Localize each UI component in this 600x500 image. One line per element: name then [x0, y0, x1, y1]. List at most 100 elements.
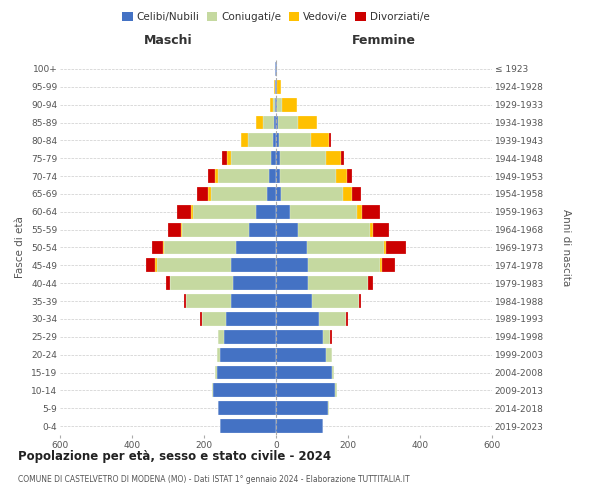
Bar	[281, 187, 343, 201]
Bar	[263, 116, 274, 130]
Y-axis label: Anni di nascita: Anni di nascita	[560, 209, 571, 286]
Bar	[276, 187, 281, 201]
Bar	[256, 205, 276, 219]
Bar	[276, 312, 319, 326]
Bar	[328, 401, 329, 415]
Bar	[275, 98, 276, 112]
Bar	[275, 80, 276, 94]
Bar	[384, 240, 386, 254]
Bar	[184, 294, 186, 308]
Bar	[274, 116, 276, 130]
Bar	[218, 330, 224, 344]
Bar	[177, 205, 191, 219]
Text: Popolazione per età, sesso e stato civile - 2024: Popolazione per età, sesso e stato civil…	[18, 450, 331, 463]
Bar	[330, 330, 332, 344]
Bar	[276, 366, 332, 380]
Bar	[218, 169, 269, 183]
Bar	[152, 240, 163, 254]
Bar	[336, 169, 347, 183]
Bar	[278, 116, 298, 130]
Bar	[346, 312, 348, 326]
Bar	[249, 222, 276, 236]
Bar	[181, 222, 182, 236]
Bar	[359, 294, 361, 308]
Bar	[343, 187, 352, 201]
Bar	[335, 384, 337, 398]
Bar	[362, 205, 380, 219]
Bar	[276, 384, 335, 398]
Bar	[197, 187, 208, 201]
Bar	[231, 151, 271, 165]
Bar	[280, 169, 336, 183]
Bar	[222, 151, 227, 165]
Bar	[298, 222, 370, 236]
Bar	[155, 258, 157, 272]
Bar	[211, 187, 267, 201]
Bar	[226, 312, 276, 326]
Bar	[182, 222, 249, 236]
Text: COMUNE DI CASTELVETRO DI MODENA (MO) - Dati ISTAT 1° gennaio 2024 - Elaborazione: COMUNE DI CASTELVETRO DI MODENA (MO) - D…	[18, 475, 410, 484]
Bar	[164, 240, 236, 254]
Bar	[213, 384, 276, 398]
Bar	[326, 151, 341, 165]
Bar	[276, 330, 323, 344]
Bar	[274, 98, 275, 112]
Bar	[270, 98, 274, 112]
Bar	[341, 151, 344, 165]
Bar	[276, 98, 277, 112]
Bar	[218, 401, 276, 415]
Bar	[276, 205, 290, 219]
Bar	[200, 312, 202, 326]
Bar	[202, 312, 226, 326]
Bar	[279, 134, 311, 147]
Bar	[276, 240, 307, 254]
Bar	[323, 330, 330, 344]
Bar	[220, 348, 276, 362]
Bar	[276, 401, 328, 415]
Bar	[276, 169, 280, 183]
Bar	[347, 169, 352, 183]
Bar	[373, 222, 389, 236]
Bar	[276, 80, 277, 94]
Bar	[298, 116, 317, 130]
Bar	[277, 80, 281, 94]
Bar	[146, 258, 155, 272]
Bar	[290, 205, 357, 219]
Bar	[382, 258, 395, 272]
Bar	[276, 294, 312, 308]
Bar	[312, 294, 359, 308]
Bar	[276, 62, 277, 76]
Bar	[380, 258, 382, 272]
Bar	[368, 276, 373, 290]
Bar	[267, 187, 276, 201]
Bar	[311, 134, 329, 147]
Bar	[276, 419, 323, 433]
Bar	[166, 276, 170, 290]
Bar	[212, 384, 213, 398]
Bar	[157, 258, 231, 272]
Bar	[215, 366, 217, 380]
Bar	[208, 187, 211, 201]
Bar	[217, 348, 220, 362]
Bar	[256, 116, 263, 130]
Bar	[332, 366, 334, 380]
Bar	[231, 294, 276, 308]
Bar	[276, 134, 279, 147]
Bar	[224, 330, 276, 344]
Bar	[276, 348, 326, 362]
Bar	[233, 276, 276, 290]
Bar	[220, 419, 276, 433]
Bar	[276, 222, 298, 236]
Bar	[308, 276, 368, 290]
Bar	[326, 348, 332, 362]
Bar	[170, 276, 233, 290]
Bar	[370, 222, 373, 236]
Bar	[308, 258, 380, 272]
Bar	[163, 240, 164, 254]
Bar	[274, 80, 275, 94]
Bar	[276, 276, 308, 290]
Bar	[271, 151, 276, 165]
Bar	[208, 169, 215, 183]
Bar	[217, 366, 276, 380]
Bar	[280, 151, 326, 165]
